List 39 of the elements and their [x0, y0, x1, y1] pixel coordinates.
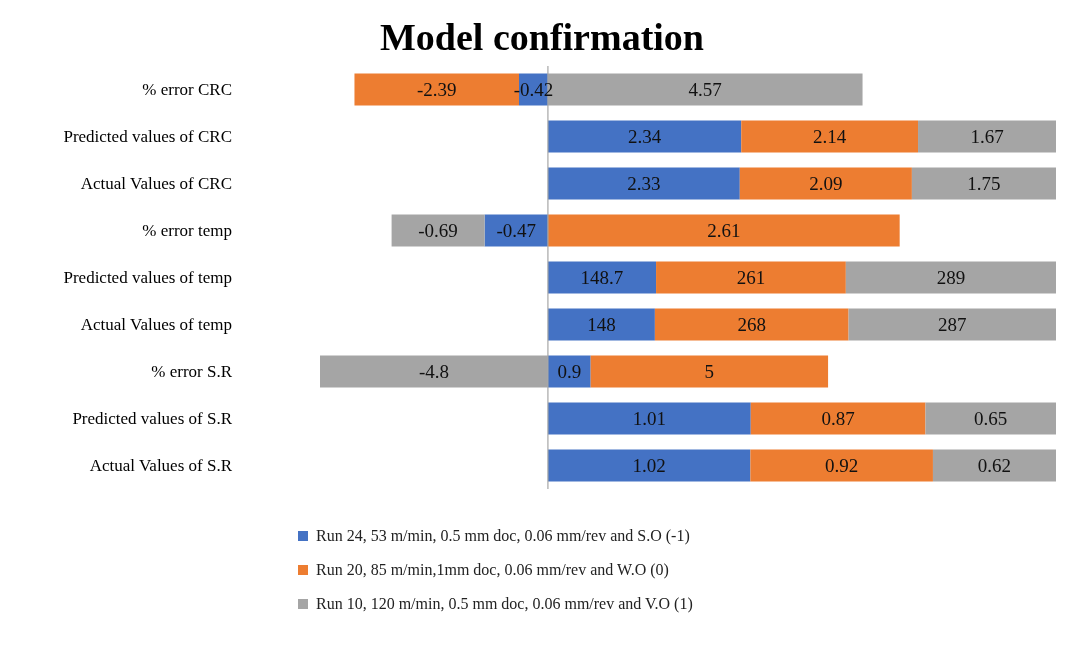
data-label: 261	[736, 267, 766, 288]
data-label: 148.7	[580, 267, 624, 288]
data-label: 0.87	[821, 408, 855, 429]
y-tick-label: Actual Values of CRC	[80, 174, 232, 193]
data-label: 1.02	[632, 455, 666, 476]
data-label: 287	[938, 314, 967, 335]
legend-label: Run 24, 53 m/min, 0.5 mm doc, 0.06 mm/rev and S.O (-1)	[316, 527, 690, 545]
y-tick-label: Actual Values of temp	[80, 315, 232, 334]
y-tick-label: % error S.R	[151, 362, 233, 381]
y-tick-label: Actual Values of S.R	[89, 456, 233, 475]
data-label: 1.75	[967, 173, 1001, 194]
y-tick-label: Predicted values of S.R	[72, 409, 233, 428]
data-label: 0.92	[825, 455, 859, 476]
y-tick-label: % error CRC	[142, 80, 232, 99]
y-tick-label: Predicted values of CRC	[63, 127, 232, 146]
data-label: -2.39	[416, 79, 457, 100]
data-label: 289	[936, 267, 966, 288]
data-label: 0.9	[557, 361, 582, 382]
data-label: 1.01	[632, 408, 666, 429]
data-label: -4.8	[418, 361, 449, 382]
chart-title: Model confirmation	[379, 15, 705, 60]
data-label: 2.33	[627, 173, 661, 194]
legend-label: Run 20, 85 m/min,1mm doc, 0.06 mm/rev and W.O (0)	[316, 561, 669, 579]
data-label: 2.14	[813, 126, 847, 147]
data-label: 1.67	[970, 126, 1004, 147]
data-label: 2.61	[707, 220, 741, 241]
y-tick-label: % error temp	[142, 221, 232, 240]
data-label: -0.47	[496, 220, 537, 241]
data-label: 2.09	[809, 173, 843, 194]
data-label: 148	[587, 314, 616, 335]
data-label: 2.34	[627, 126, 662, 147]
data-label: 4.57	[688, 79, 722, 100]
legend-label: Run 10, 120 m/min, 0.5 mm doc, 0.06 mm/rev and V.O (1)	[316, 595, 693, 613]
y-tick-label: Predicted values of temp	[63, 268, 232, 287]
data-label: 0.62	[977, 455, 1012, 476]
data-label: 5	[704, 361, 715, 382]
data-label: 0.65	[974, 408, 1008, 429]
data-label: -0.69	[418, 220, 458, 241]
data-label: 268	[737, 314, 766, 335]
